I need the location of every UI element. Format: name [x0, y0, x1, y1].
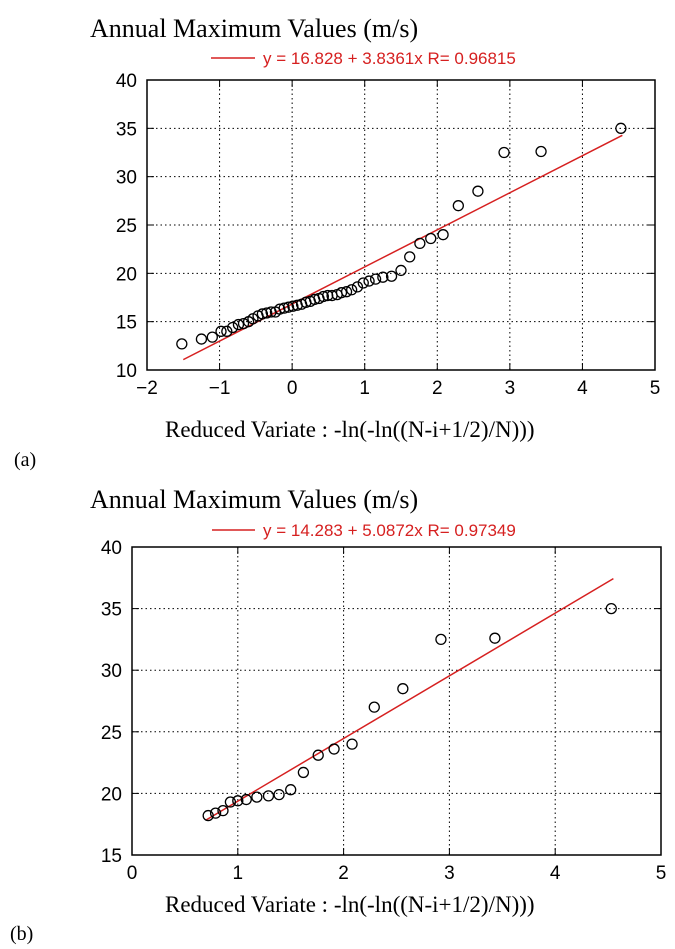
- chart-a-legend-text: y = 16.828 + 3.8361x R= 0.96815: [263, 49, 516, 68]
- chart-a-data-point: [274, 303, 286, 315]
- chart-a-fit-line: [182, 134, 623, 361]
- chart-b-data-point: [202, 809, 214, 822]
- chart-b-data-point: [232, 795, 244, 807]
- chart-a-data-point: [287, 300, 299, 312]
- chart-a-data-point: [363, 275, 375, 287]
- chart-b-xtick-label: 2: [338, 863, 349, 884]
- chart-a-ytick-label: 30: [116, 168, 137, 189]
- chart-a-title: Annual Maximum Values (m/s): [90, 14, 418, 43]
- chart-a-data-point: [195, 333, 208, 345]
- chart-b-data-point: [368, 701, 380, 713]
- chart-a-data-point: [395, 264, 407, 277]
- chart-b-data-point: [297, 766, 310, 779]
- chart-b-fit-line: [205, 578, 614, 821]
- chart-b-frame: [131, 546, 662, 856]
- chart-b-xtick-label: 1: [233, 863, 244, 884]
- chart-a-xtick-label: 5: [650, 378, 661, 399]
- chart-b-data-point: [217, 804, 229, 817]
- chart-a-ytick-label: 10: [116, 361, 137, 382]
- chart-a-data-point: [317, 290, 329, 303]
- chart-a-ytick-label: 40: [116, 71, 137, 92]
- chart-a-xtick-label: 0: [287, 378, 298, 399]
- chart-a-panel-label: (a): [14, 449, 36, 471]
- chart-b-data-point: [328, 743, 340, 755]
- chart-b-data-point: [605, 602, 617, 615]
- chart-a-data-point: [346, 284, 358, 296]
- chart-a-ytick-label: 35: [116, 119, 137, 140]
- chart-b-data-point: [262, 790, 275, 802]
- chart-b-xtick-label: 0: [127, 863, 138, 884]
- chart-b-data-point: [224, 796, 237, 808]
- chart-b-ytick-label: 40: [101, 538, 122, 559]
- chart-a-data-point: [340, 286, 353, 298]
- chart-a-data-point: [498, 146, 510, 159]
- chart-b-xtick-label: 5: [656, 863, 667, 884]
- chart-a-data-point: [176, 338, 188, 350]
- chart-b-data-point: [209, 807, 222, 819]
- chart-b-legend-text: y = 14.283 + 5.0872x R= 0.97349: [263, 521, 516, 540]
- chart-b-data-point: [240, 793, 252, 806]
- chart-a-data-point: [377, 271, 389, 283]
- chart-a-data-point: [278, 302, 290, 314]
- chart-panel-a: Annual Maximum Values (m/s) y = 16.828 +…: [14, 14, 660, 471]
- chart-a-xtick-label: −2: [136, 378, 158, 399]
- chart-b-plot-area: 0 1 2 3 4 5 15 20 25 30 35 40: [101, 538, 666, 884]
- chart-b-data-point: [285, 784, 297, 796]
- chart-a-ytick-label: 20: [116, 264, 137, 285]
- chart-b-ytick-label: 15: [101, 846, 122, 867]
- chart-a-data-point: [335, 287, 348, 299]
- chart-a-data-point: [437, 229, 449, 241]
- chart-panel-b: Annual Maximum Values (m/s) y = 14.283 +…: [10, 485, 666, 945]
- chart-a-data-point: [615, 122, 627, 134]
- chart-b-ytick-label: 30: [101, 661, 122, 682]
- chart-a-data-point: [404, 251, 416, 263]
- chart-a-data-point: [351, 281, 364, 293]
- chart-a-data-point: [357, 277, 369, 289]
- chart-a-data-point: [232, 318, 245, 331]
- chart-b-data-point: [397, 683, 409, 695]
- chart-b-ytick-label: 25: [101, 723, 122, 744]
- chart-b-xtick-label: 4: [550, 863, 561, 884]
- chart-a-data-point: [226, 321, 239, 334]
- chart-a-plot-area: −2 −1 0 1 2 3 4 5 10 15 20 25 30 35 40: [116, 71, 660, 399]
- chart-a-data-point: [221, 325, 233, 337]
- chart-a-xlabel: Reduced Variate : -ln(-ln((N-i+1/2)/N))): [165, 417, 535, 442]
- chart-a-xtick-label: 2: [432, 378, 443, 399]
- chart-b-ytick-label: 35: [101, 600, 122, 621]
- chart-a-ytick-label: 25: [116, 216, 137, 237]
- chart-b-xlabel: Reduced Variate : -ln(-ln((N-i+1/2)/N))): [165, 892, 535, 917]
- chart-b-title: Annual Maximum Values (m/s): [90, 485, 418, 514]
- chart-a-data-point: [261, 307, 273, 319]
- chart-b-panel-label: (b): [10, 923, 33, 945]
- chart-a-data-point: [237, 317, 250, 330]
- chart-b-data-point: [435, 633, 447, 646]
- chart-a-data-point: [385, 270, 398, 282]
- chart-b-xtick-label: 3: [444, 863, 455, 884]
- chart-b-data-point: [251, 791, 263, 803]
- chart-b-data-point: [346, 738, 358, 750]
- chart-a-data-point: [425, 232, 437, 245]
- chart-a-data-point: [414, 237, 426, 250]
- chart-a-data-point: [215, 325, 227, 337]
- chart-b-data-point: [312, 749, 324, 761]
- chart-a-xtick-label: −1: [209, 378, 231, 399]
- chart-a-data-point: [535, 145, 547, 158]
- chart-b-data-point: [489, 632, 501, 644]
- chart-a-data-point: [256, 308, 269, 320]
- chart-a-xtick-label: 3: [505, 378, 516, 399]
- chart-b-ytick-label: 20: [101, 784, 122, 805]
- chart-a-data-point: [369, 273, 382, 285]
- chart-a-data-point: [472, 185, 484, 197]
- chart-a-data-point: [452, 200, 464, 212]
- chart-b-data-point: [273, 788, 285, 801]
- chart-a-data-point: [206, 331, 218, 343]
- chart-a-data-point: [282, 301, 295, 313]
- chart-a-xtick-label: 4: [577, 378, 588, 399]
- chart-a-xtick-label: 1: [359, 378, 370, 399]
- chart-a-ytick-label: 15: [116, 313, 137, 334]
